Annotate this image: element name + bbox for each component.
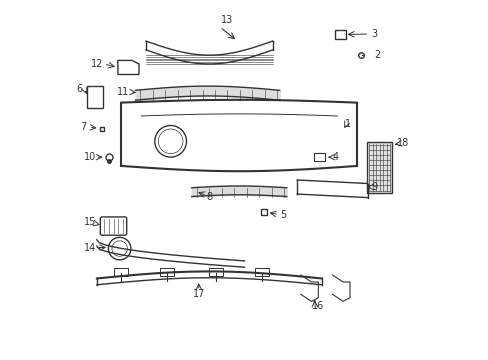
Text: 12: 12: [90, 59, 103, 69]
Text: 11: 11: [117, 87, 129, 97]
Text: 2: 2: [374, 50, 380, 60]
Text: 10: 10: [83, 152, 96, 162]
Text: 17: 17: [192, 289, 204, 299]
Text: 3: 3: [371, 29, 377, 39]
Text: 1: 1: [345, 119, 350, 129]
Text: 6: 6: [76, 84, 82, 94]
Text: 14: 14: [84, 243, 97, 252]
Text: 5: 5: [280, 210, 285, 220]
Text: 16: 16: [311, 301, 324, 311]
Text: 7: 7: [80, 122, 86, 132]
Text: 9: 9: [371, 182, 377, 192]
FancyBboxPatch shape: [366, 142, 391, 193]
Text: 8: 8: [206, 192, 212, 202]
Text: 15: 15: [84, 217, 97, 227]
Text: 18: 18: [396, 138, 408, 148]
Text: 4: 4: [332, 152, 338, 162]
Text: 13: 13: [221, 15, 233, 25]
